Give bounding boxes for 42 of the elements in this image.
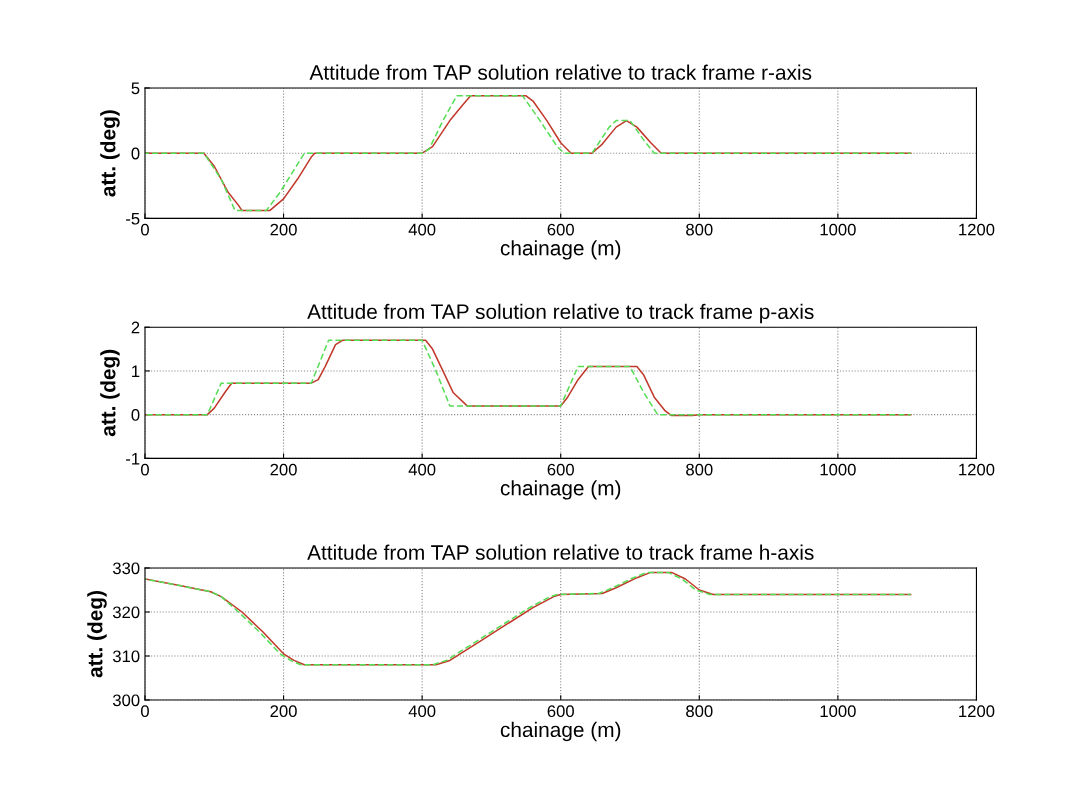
- line-series: [144, 95, 912, 212]
- x-tick-label: 400: [408, 223, 436, 236]
- x-tick-label: 800: [686, 223, 713, 236]
- x-tick-label: 1200: [959, 705, 995, 718]
- chart-title: Attitude from TAP solution relative to track frame r-axis: [309, 64, 812, 80]
- x-tick-label: 800: [686, 463, 713, 476]
- x-tick-label: 1200: [959, 223, 995, 236]
- x-tick-label: 0: [140, 463, 149, 476]
- x-axis-title: chainage (m): [500, 721, 621, 742]
- y-tick-label: 5: [131, 82, 140, 95]
- x-tick-label: 200: [270, 705, 297, 718]
- x-tick-label: 1000: [820, 463, 856, 476]
- y-tick-label: 310: [112, 650, 140, 663]
- x-axis-title: chainage (m): [500, 240, 621, 260]
- y-tick-label: -1: [126, 452, 140, 465]
- x-tick-label: 1200: [959, 463, 995, 476]
- x-tick-label: 1000: [820, 705, 856, 718]
- y-tick-label: 330: [112, 562, 140, 575]
- y-axis-title: att. (deg): [100, 110, 120, 197]
- x-tick-label: 0: [140, 223, 149, 236]
- y-tick-label: 300: [112, 694, 140, 707]
- x-tick-label: 200: [270, 223, 297, 236]
- chart-title: Attitude from TAP solution relative to track frame p-axis: [307, 303, 814, 324]
- x-tick-label: 1000: [820, 223, 856, 236]
- x-tick-label: 200: [270, 463, 297, 476]
- x-tick-label: 600: [547, 705, 574, 718]
- x-tick-label: 600: [547, 463, 574, 476]
- y-tick-label: 0: [131, 147, 140, 160]
- x-tick-label: 0: [140, 705, 149, 718]
- y-tick-label: 320: [112, 606, 140, 619]
- y-tick-label: 0: [131, 409, 140, 421]
- y-tick-label: 2: [131, 321, 140, 334]
- x-axis-title: chainage (m): [500, 480, 621, 500]
- y-axis-title: att. (deg): [87, 591, 107, 678]
- x-tick-label: 600: [547, 223, 574, 236]
- chart-title: Attitude from TAP solution relative to track frame h-axis: [307, 544, 814, 560]
- y-axis-title: att. (deg): [100, 349, 120, 437]
- x-tick-label: 400: [408, 705, 436, 718]
- y-tick-label: 1: [132, 365, 140, 377]
- x-tick-label: 800: [686, 705, 713, 718]
- x-tick-label: 400: [408, 463, 436, 476]
- y-tick-label: -5: [126, 212, 140, 225]
